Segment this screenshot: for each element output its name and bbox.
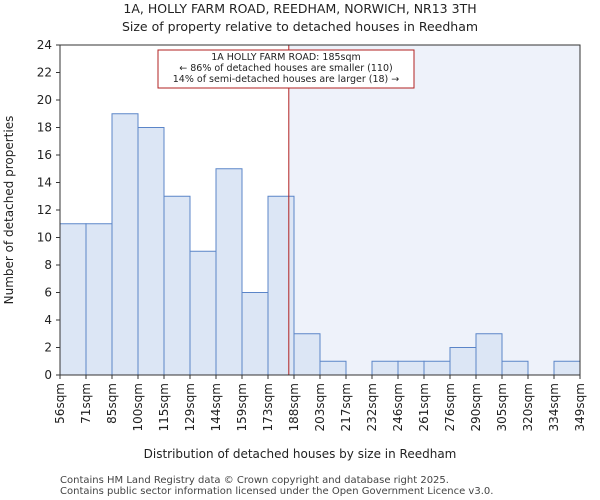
x-tick-label: 305sqm (495, 383, 509, 431)
y-tick-label: 4 (44, 313, 52, 327)
x-tick-label: 334sqm (547, 383, 561, 431)
x-tick-label: 71sqm (79, 383, 93, 424)
bars-group (59, 113, 581, 376)
x-tick-label: 349sqm (573, 383, 587, 431)
y-tick-label: 10 (37, 231, 52, 245)
bar-334sqm (553, 360, 581, 376)
y-tick-label: 8 (44, 258, 52, 272)
x-tick-label: 85sqm (105, 383, 119, 424)
x-tick-label: 290sqm (469, 383, 483, 431)
x-tick-label: 129sqm (183, 383, 197, 431)
y-tick-label: 12 (37, 203, 52, 217)
x-tick-label: 276sqm (443, 383, 457, 431)
bar-115sqm (163, 195, 191, 376)
x-tick-label: 320sqm (521, 383, 535, 431)
bar-246sqm (397, 360, 425, 376)
bar-100sqm (137, 127, 165, 376)
x-tick-label: 159sqm (235, 383, 249, 431)
bar-203sqm (319, 360, 347, 376)
bar-261sqm (423, 360, 451, 376)
bar-276sqm (449, 347, 477, 376)
y-tick-label: 24 (37, 38, 52, 52)
x-tick-label: 203sqm (313, 383, 327, 431)
x-axis: 56sqm 71sqm 85sqm 100sqm 115sqm 129sqm 144sqm 1… (53, 375, 587, 431)
bar-129sqm (189, 250, 217, 376)
y-tick-label: 2 (44, 341, 52, 355)
x-tick-label: 173sqm (261, 383, 275, 431)
y-tick-label: 18 (37, 121, 52, 135)
bar-144sqm (215, 168, 243, 376)
y-tick-label: 22 (37, 66, 52, 80)
annotation-line-1: 1A HOLLY FARM ROAD: 185sqm (211, 52, 361, 63)
footer-line-1: Contains HM Land Registry data © Crown c… (60, 475, 449, 486)
bar-290sqm (475, 333, 503, 376)
x-tick-label: 232sqm (365, 383, 379, 431)
bar-188sqm (293, 333, 321, 376)
annotation-box: 1A HOLLY FARM ROAD: 185sqm ← 86% of deta… (157, 49, 415, 89)
x-axis-label: Distribution of detached houses by size … (144, 447, 457, 461)
bar-71sqm (85, 223, 113, 376)
bar-173sqm (267, 195, 295, 376)
x-tick-label: 188sqm (287, 383, 301, 431)
y-tick-label: 6 (44, 286, 52, 300)
annotation-line-2: ← 86% of detached houses are smaller (11… (179, 63, 392, 74)
bar-232sqm (371, 360, 399, 376)
x-tick-label: 56sqm (53, 383, 67, 424)
y-tick-label: 14 (37, 176, 52, 190)
larger-region-shade (288, 45, 580, 375)
x-tick-label: 261sqm (417, 383, 431, 431)
footer-line-2: Contains public sector information licen… (60, 486, 493, 497)
y-tick-label: 0 (44, 368, 52, 382)
bar-56sqm (59, 223, 87, 376)
y-tick-label: 20 (37, 93, 52, 107)
chart-title: 1A, HOLLY FARM ROAD, REEDHAM, NORWICH, N… (123, 1, 476, 16)
x-tick-label: 217sqm (339, 383, 353, 431)
chart-subtitle: Size of property relative to detached ho… (122, 19, 478, 34)
bar-159sqm (241, 292, 269, 376)
x-tick-label: 246sqm (391, 383, 405, 431)
x-tick-label: 100sqm (131, 383, 145, 431)
annotation-line-3: 14% of semi-detached houses are larger (… (173, 74, 400, 85)
x-tick-label: 115sqm (157, 383, 171, 431)
x-tick-label: 144sqm (209, 383, 223, 431)
bar-305sqm (501, 360, 529, 376)
y-axis-label: Number of detached properties (2, 116, 16, 305)
bar-85sqm (111, 113, 139, 376)
y-tick-label: 16 (37, 148, 52, 162)
